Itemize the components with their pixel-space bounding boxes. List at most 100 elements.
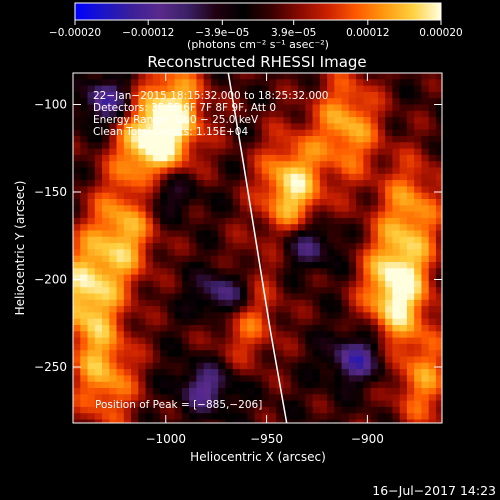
heatmap-cell bbox=[138, 419, 146, 423]
heatmap-cell bbox=[312, 280, 321, 288]
heatmap-cell bbox=[239, 167, 248, 175]
heatmap-cell bbox=[239, 293, 248, 301]
heatmap-cell bbox=[334, 104, 342, 112]
heatmap-cell bbox=[138, 224, 146, 231]
heatmap-cell bbox=[239, 148, 248, 156]
heatmap-cell bbox=[406, 243, 415, 250]
heatmap-cell bbox=[414, 199, 422, 206]
heatmap-cell bbox=[327, 325, 335, 332]
heatmap-cell bbox=[210, 79, 219, 86]
heatmap-cell bbox=[276, 406, 284, 414]
heatmap-cell bbox=[232, 369, 241, 376]
heatmap-cell bbox=[298, 262, 306, 269]
heatmap-cell bbox=[225, 205, 234, 212]
heatmap-cell bbox=[210, 186, 219, 194]
heatmap-cell bbox=[435, 419, 442, 423]
heatmap-cell bbox=[392, 293, 401, 301]
heatmap-cell bbox=[385, 413, 393, 420]
heatmap-cell bbox=[377, 236, 386, 244]
heatmap-cell bbox=[305, 230, 313, 238]
heatmap-cell bbox=[80, 79, 88, 86]
heatmap-cell bbox=[348, 205, 357, 212]
heatmap-cell bbox=[392, 73, 401, 80]
heatmap-cell bbox=[94, 136, 103, 143]
heatmap-cell bbox=[232, 280, 241, 288]
heatmap-cell bbox=[356, 211, 364, 219]
heatmap-cell bbox=[261, 325, 270, 332]
heatmap-cell bbox=[174, 381, 183, 389]
heatmap-cell bbox=[73, 104, 81, 112]
heatmap-cell bbox=[406, 312, 415, 320]
heatmap-cell bbox=[109, 362, 117, 370]
heatmap-cell bbox=[116, 249, 125, 257]
heatmap-cell bbox=[327, 123, 335, 131]
heatmap-cell bbox=[116, 161, 125, 168]
heatmap-cell bbox=[319, 262, 328, 269]
heatmap-cell bbox=[225, 337, 234, 345]
heatmap-cell bbox=[94, 236, 103, 244]
heatmap-cell bbox=[131, 343, 139, 351]
heatmap-cell bbox=[181, 362, 190, 370]
heatmap-cell bbox=[239, 419, 248, 423]
heatmap-cell bbox=[145, 73, 154, 80]
heatmap-cell bbox=[109, 173, 117, 181]
heatmap-cell bbox=[160, 381, 168, 389]
heatmap-cell bbox=[167, 262, 176, 269]
heatmap-cell bbox=[189, 230, 197, 238]
heatmap-cell bbox=[203, 110, 212, 118]
heatmap-cell bbox=[421, 262, 430, 269]
heatmap-cell bbox=[312, 356, 321, 364]
heatmap-cell bbox=[203, 406, 212, 414]
heatmap-cell bbox=[435, 142, 442, 149]
heatmap-cell bbox=[167, 280, 176, 288]
heatmap-cell bbox=[348, 167, 357, 175]
heatmap-cell bbox=[131, 312, 139, 320]
heatmap-cell bbox=[123, 236, 132, 244]
heatmap-cell bbox=[123, 400, 132, 408]
heatmap-cell bbox=[319, 369, 328, 376]
heatmap-cell bbox=[239, 154, 248, 162]
heatmap-cell bbox=[123, 369, 132, 376]
heatmap-cell bbox=[116, 343, 125, 351]
heatmap-cell bbox=[167, 224, 176, 231]
heatmap-cell bbox=[131, 167, 139, 175]
heatmap-cell bbox=[232, 79, 241, 86]
heatmap-cell bbox=[377, 79, 386, 86]
heatmap-cell bbox=[109, 243, 117, 250]
heatmap-cell bbox=[312, 406, 321, 414]
heatmap-cell bbox=[298, 91, 306, 99]
heatmap-cell bbox=[356, 129, 364, 137]
heatmap-cell bbox=[392, 325, 401, 332]
heatmap-cell bbox=[428, 167, 437, 175]
heatmap-cell bbox=[218, 98, 226, 105]
heatmap-cell bbox=[268, 98, 277, 105]
heatmap-cell bbox=[80, 406, 88, 414]
heatmap-cell bbox=[348, 337, 357, 345]
heatmap-cell bbox=[210, 381, 219, 389]
heatmap-cell bbox=[109, 85, 117, 93]
heatmap-cell bbox=[247, 406, 255, 414]
heatmap-cell bbox=[174, 306, 183, 313]
heatmap-cell bbox=[435, 236, 442, 244]
heatmap-cell bbox=[305, 243, 313, 250]
heatmap-cell bbox=[80, 350, 88, 357]
heatmap-cell bbox=[247, 186, 255, 194]
heatmap-cell bbox=[254, 337, 263, 345]
heatmap-cell bbox=[131, 356, 139, 364]
heatmap-cell bbox=[363, 274, 372, 282]
heatmap-cell bbox=[174, 167, 183, 175]
heatmap-cell bbox=[160, 199, 168, 206]
heatmap-cell bbox=[298, 110, 306, 118]
heatmap-cell bbox=[239, 337, 248, 345]
heatmap-cell bbox=[305, 98, 313, 105]
heatmap-cell bbox=[232, 205, 241, 212]
heatmap-cell bbox=[174, 369, 183, 376]
heatmap-cell bbox=[276, 161, 284, 168]
heatmap-cell bbox=[327, 205, 335, 212]
heatmap-cell bbox=[123, 230, 132, 238]
heatmap-cell bbox=[435, 293, 442, 301]
heatmap-cell bbox=[131, 91, 139, 99]
heatmap-cell bbox=[312, 167, 321, 175]
heatmap-cell bbox=[189, 117, 197, 124]
heatmap-cell bbox=[392, 167, 401, 175]
